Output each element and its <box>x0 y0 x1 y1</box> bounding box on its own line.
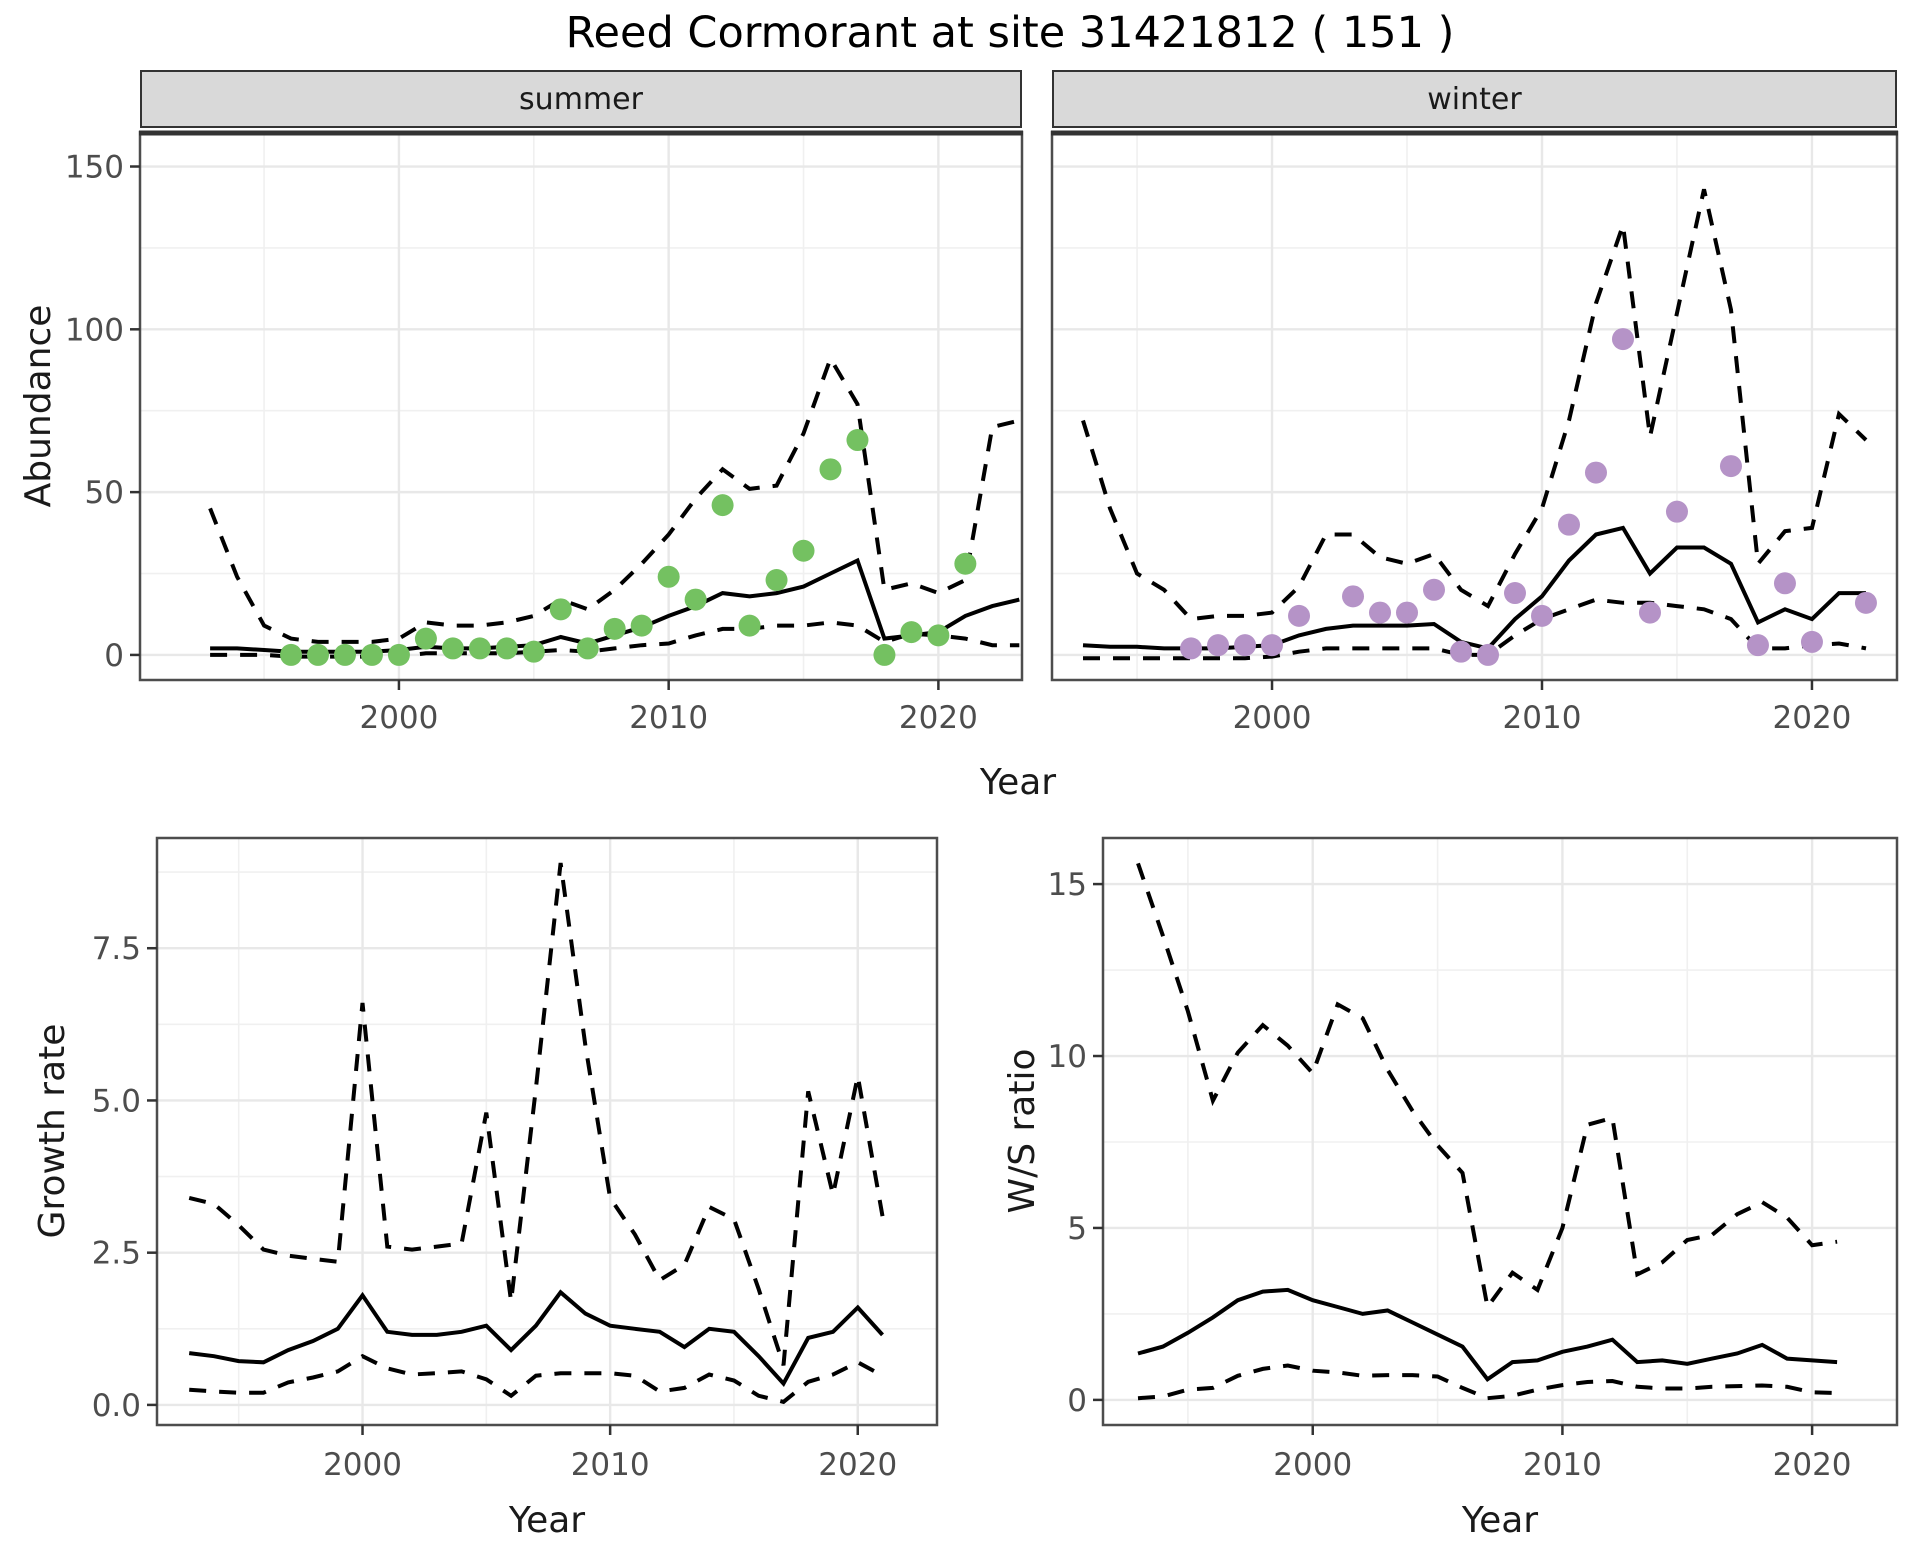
growth_rate-y-tick-label: 2.5 <box>92 1236 141 1272</box>
abundance_winter-data-point <box>1396 601 1419 624</box>
abundance_summer-data-point <box>603 617 626 640</box>
facet-strip-summer-label: summer <box>519 81 643 117</box>
chart-title: Reed Cormorant at site 31421812 ( 151 ) <box>565 8 1455 58</box>
abundance_summer-data-point <box>900 621 923 644</box>
abundance_winter-data-point <box>1476 643 1499 666</box>
abundance_summer-data-point <box>280 643 303 666</box>
x-axis-title-year-bottom-left: Year <box>508 1500 586 1541</box>
abundance_winter-data-point <box>1369 601 1392 624</box>
abundance_summer-data-point <box>684 588 707 611</box>
ws_ratio-x-tick-label: 2010 <box>1523 1447 1602 1483</box>
abundance_summer-data-point <box>819 458 842 481</box>
abundance_winter-x-tick-label: 2020 <box>1773 700 1852 736</box>
abundance_summer-y-tick-label: 100 <box>65 312 124 348</box>
abundance_summer-data-point <box>495 637 518 660</box>
growth_rate-x-tick-label: 2020 <box>818 1447 897 1483</box>
ws_ratio-y-tick-label: 5 <box>1067 1211 1087 1247</box>
abundance_summer-x-tick-label: 2010 <box>629 700 708 736</box>
abundance_summer-data-point <box>387 643 410 666</box>
abundance_winter-panel-bg <box>1052 132 1897 680</box>
abundance_summer-y-tick-label: 50 <box>85 475 124 511</box>
ws_ratio-panel-border <box>1101 836 1899 1427</box>
abundance_summer-data-point <box>441 637 464 660</box>
abundance_winter-data-point <box>1207 634 1230 657</box>
abundance_winter-data-point <box>1854 591 1877 614</box>
abundance_summer-data-point <box>576 637 599 660</box>
abundance_summer-data-point <box>954 552 977 575</box>
growth_rate-panel-border <box>155 836 939 1427</box>
abundance_winter-data-point <box>1638 601 1661 624</box>
abundance_summer-y-tick-label: 150 <box>65 150 124 186</box>
abundance_winter-line-lower_ci <box>1083 597 1867 661</box>
abundance_winter-data-point <box>1746 634 1769 657</box>
ws_ratio-y-tick-label: 0 <box>1067 1383 1087 1419</box>
ws_ratio-panel-bg <box>1103 838 1897 1425</box>
abundance_summer-data-point <box>738 614 761 637</box>
ws_ratio-y-tick-label: 15 <box>1048 867 1087 903</box>
growth_rate-line-lower_ci <box>189 1353 884 1405</box>
abundance_winter-data-point <box>1719 455 1742 478</box>
abundance_summer-line-upper_ci <box>208 353 1020 644</box>
abundance_summer-data-point <box>414 627 437 650</box>
abundance_winter-data-point <box>1288 604 1311 627</box>
abundance_winter-data-point <box>1180 637 1203 660</box>
abundance_winter-data-point <box>1261 634 1284 657</box>
facet-strip-winter-label: winter <box>1427 81 1522 117</box>
abundance_summer-data-point <box>765 569 788 592</box>
abundance_winter-data-point <box>1503 582 1526 605</box>
x-axis-title-year-bottom-right: Year <box>1461 1500 1539 1541</box>
abundance_winter-data-point <box>1800 630 1823 653</box>
abundance_summer-data-point <box>333 643 356 666</box>
abundance_winter-data-point <box>1342 585 1365 608</box>
abundance_summer-data-point <box>792 539 815 562</box>
growth_rate-y-tick-label: 7.5 <box>92 931 141 967</box>
growth_rate-x-tick-label: 2010 <box>571 1447 650 1483</box>
facet-strip-summer: summer <box>140 70 1022 128</box>
ws_ratio-line-upper_ci <box>1136 862 1838 1312</box>
abundance_summer-data-point <box>846 429 869 452</box>
growth_rate-x-tick-label: 2000 <box>323 1447 402 1483</box>
abundance_summer-data-point <box>927 624 950 647</box>
abundance_winter-data-point <box>1665 500 1688 523</box>
growth_rate-y-tick-label: 0.0 <box>92 1388 141 1424</box>
ws_ratio-y-tick-label: 10 <box>1048 1039 1087 1075</box>
growth_rate-y-tick-label: 5.0 <box>92 1083 141 1119</box>
abundance_summer-data-point <box>630 614 653 637</box>
abundance_winter-data-point <box>1584 461 1607 484</box>
abundance_summer-data-point <box>307 643 330 666</box>
abundance_winter-data-point <box>1450 640 1473 663</box>
abundance_summer-data-point <box>522 640 545 663</box>
abundance_summer-x-tick-label: 2020 <box>899 700 978 736</box>
abundance_winter-line-upper_ci <box>1081 188 1868 622</box>
abundance_winter-x-tick-label: 2000 <box>1233 700 1312 736</box>
growth_rate-line-median <box>188 1289 884 1388</box>
abundance_winter-data-point <box>1234 634 1257 657</box>
abundance_summer-data-point <box>657 565 680 588</box>
abundance_summer-data-point <box>468 637 491 660</box>
abundance_winter-data-point <box>1423 578 1446 601</box>
abundance_winter-data-point <box>1773 572 1796 595</box>
abundance_summer-y-tick-label: 0 <box>104 638 124 674</box>
abundance_summer-data-point <box>873 643 896 666</box>
abundance_winter-data-point <box>1557 513 1580 536</box>
ws_ratio-line-median <box>1137 1287 1838 1383</box>
facet-strip-winter: winter <box>1052 70 1897 128</box>
abundance_summer-data-point <box>360 643 383 666</box>
abundance_winter-x-tick-label: 2010 <box>1503 700 1582 736</box>
x-axis-title-year-top: Year <box>979 762 1057 803</box>
abundance_summer-panel-bg <box>140 132 1022 680</box>
ws_ratio-line-lower_ci <box>1137 1363 1838 1401</box>
ws_ratio-x-tick-label: 2020 <box>1773 1447 1852 1483</box>
abundance_winter-data-point <box>1611 328 1634 351</box>
abundance_summer-data-point <box>711 494 734 517</box>
ws_ratio-x-tick-label: 2000 <box>1273 1447 1352 1483</box>
growth_rate-panel-bg <box>157 838 937 1425</box>
abundance_summer-data-point <box>549 598 572 621</box>
growth_rate-line-upper_ci <box>188 862 885 1366</box>
abundance_winter-data-point <box>1530 604 1553 627</box>
abundance_summer-x-tick-label: 2000 <box>359 700 438 736</box>
